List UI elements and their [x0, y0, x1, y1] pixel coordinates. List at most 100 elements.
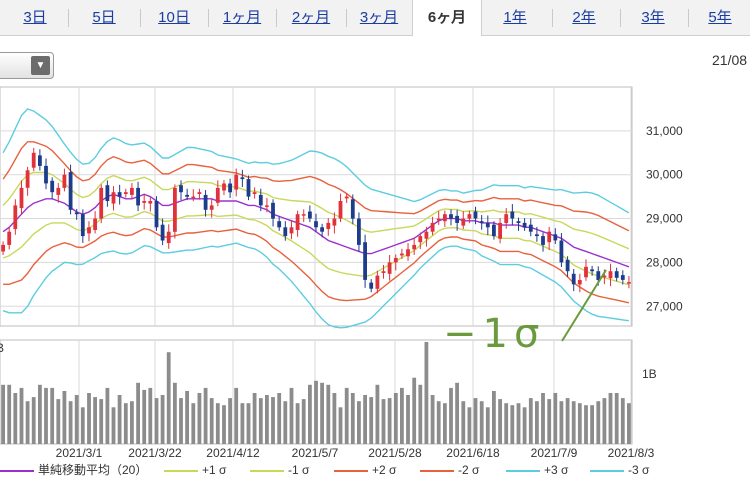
volume-bar	[166, 352, 171, 444]
tab-divider	[276, 9, 277, 27]
volume-bar	[357, 401, 361, 444]
candle-body	[62, 174, 67, 188]
volume-bar	[449, 387, 453, 444]
tab-divider	[346, 9, 347, 27]
candle-body	[38, 155, 42, 166]
volume-bar	[130, 401, 134, 444]
volume-bar	[271, 397, 275, 444]
tab-3-months[interactable]: 3ヶ月	[359, 9, 399, 26]
candle-body	[240, 177, 245, 180]
candle-body	[283, 227, 288, 237]
legend-swatch	[334, 469, 368, 472]
candle-body	[148, 201, 153, 204]
volume-bar	[565, 398, 570, 444]
candle-body	[166, 231, 171, 244]
candle-body	[443, 214, 447, 222]
volume-bar	[209, 398, 214, 444]
x-date-label: 2021/6/18	[446, 446, 500, 460]
legend-label: 単純移動平均（20）	[38, 463, 148, 477]
volume-bar	[473, 398, 478, 444]
candle-body	[418, 236, 423, 243]
volume-bar	[418, 384, 423, 444]
candle-body	[295, 214, 300, 230]
volume-bar	[1, 384, 5, 444]
candle-body	[565, 259, 570, 272]
candle-body	[271, 202, 275, 219]
volume-bar	[50, 387, 55, 444]
tab-5-days[interactable]: 5日	[92, 9, 116, 26]
price-panel-frame	[0, 86, 633, 327]
candle-body	[252, 192, 257, 194]
candle-body	[173, 187, 177, 232]
tab-2-years[interactable]: 2年	[572, 9, 596, 26]
volume-bar	[492, 391, 496, 444]
candle-body	[314, 221, 318, 228]
candle-body	[381, 271, 386, 273]
volume-bar	[510, 405, 515, 444]
legend-label: -1 σ	[288, 463, 310, 477]
tab-6-months[interactable]: 6ヶ月	[412, 0, 482, 36]
volume-bar	[31, 397, 36, 444]
candle-body	[608, 271, 613, 279]
legend-label: -3 σ	[628, 463, 650, 477]
minus-3-sigma-line	[2, 242, 629, 329]
volume-bar	[363, 395, 367, 444]
minus-2-sigma-line	[3, 227, 630, 304]
volume-bar	[436, 401, 441, 444]
volume-bar	[222, 405, 226, 444]
tab-3-years[interactable]: 3年	[641, 9, 665, 26]
candle-body	[301, 214, 306, 216]
volume-bar	[479, 401, 484, 444]
candle-body	[215, 187, 220, 203]
candle-body	[375, 275, 380, 289]
tab-10-days[interactable]: 10日	[158, 9, 190, 26]
volume-bar	[142, 389, 147, 444]
volume-bar	[393, 393, 398, 444]
indicator-select[interactable]: ▼	[0, 52, 54, 79]
volume-bar	[504, 403, 509, 444]
candle-body	[222, 183, 226, 191]
volume-bar	[314, 380, 318, 444]
candle-body	[197, 192, 202, 194]
candle-body	[7, 231, 12, 245]
candle-body	[185, 194, 189, 197]
candle-body	[289, 227, 294, 234]
tab-5-years[interactable]: 5年	[708, 9, 732, 26]
candle-body	[203, 194, 208, 210]
candle-body	[326, 222, 331, 229]
candle-body	[467, 214, 472, 219]
minus-one-sigma-annotation: −1σ	[443, 311, 546, 357]
volume-bar	[406, 395, 410, 444]
volume-bar	[350, 393, 355, 444]
legend-swatch	[250, 469, 284, 472]
volume-bar	[332, 393, 337, 444]
volume-bar	[154, 398, 159, 444]
tab-1-month[interactable]: 1ヶ月	[222, 9, 262, 26]
volume-bar	[179, 398, 183, 444]
chart-legend: 単純移動平均（20） +1 σ -1 σ +2 σ -2 σ +3 σ -3 σ	[0, 460, 750, 480]
volume-bar	[68, 401, 73, 444]
volume-bar	[99, 399, 104, 444]
candle-body	[320, 227, 324, 232]
candle-body	[387, 262, 392, 274]
y-tick-label: 28,000	[646, 255, 683, 269]
volume-bar	[105, 387, 110, 444]
volume-bar	[443, 403, 447, 444]
tab-2-months[interactable]: 2ヶ月	[291, 9, 331, 26]
tab-3-days[interactable]: 3日	[23, 9, 47, 26]
volume-bar	[7, 384, 12, 444]
candle-body	[473, 211, 478, 219]
volume-bar	[461, 401, 466, 444]
candle-body	[31, 152, 36, 168]
candle-body	[357, 218, 361, 245]
legend-label: +1 σ	[202, 463, 227, 477]
legend-swatch	[420, 469, 454, 472]
volume-bar	[228, 398, 232, 444]
candle-body	[56, 187, 61, 195]
candle-body	[571, 273, 576, 285]
tab-1-year[interactable]: 1年	[503, 9, 527, 26]
x-date-label: 2021/8/3	[608, 446, 655, 460]
volume-bar	[252, 393, 257, 444]
legend-item-sma: 単純移動平均（20）	[0, 460, 147, 480]
plus-1-sigma-line	[2, 171, 630, 250]
